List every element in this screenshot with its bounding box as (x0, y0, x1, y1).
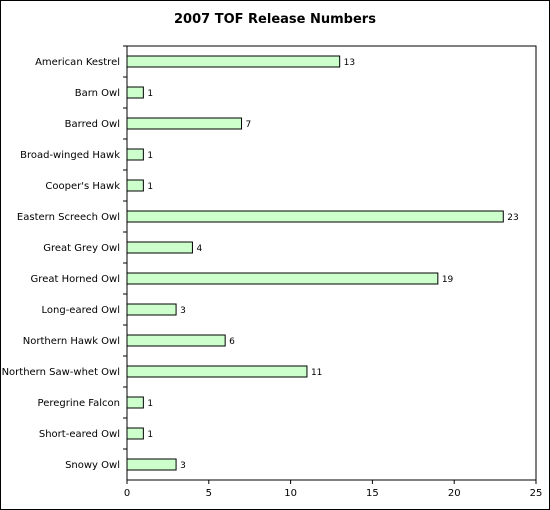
category-label: Barn Owl (75, 88, 120, 99)
category-label: Barred Owl (65, 119, 120, 130)
bar (126, 365, 308, 378)
bar (126, 303, 177, 316)
x-tick-label: 10 (284, 488, 297, 499)
bar (126, 148, 144, 161)
value-label: 1 (147, 151, 153, 161)
category-label: Great Grey Owl (43, 243, 120, 254)
value-label: 13 (344, 58, 355, 68)
x-axis: 0 5 10 15 20 25 (124, 480, 543, 499)
category-label: Cooper's Hawk (45, 181, 120, 192)
plot-area (126, 45, 537, 481)
category-label: Great Horned Owl (31, 274, 120, 285)
x-tick-label: 20 (448, 488, 461, 499)
x-tick-label: 5 (206, 488, 212, 499)
category-label: American Kestrel (35, 57, 120, 68)
category-label: Long-eared Owl (42, 305, 121, 316)
value-label: 3 (180, 461, 186, 471)
bar (126, 334, 226, 347)
value-label: 4 (196, 244, 202, 254)
bar (126, 210, 504, 223)
category-label: Eastern Screech Owl (17, 212, 120, 223)
value-label: 23 (507, 213, 518, 223)
category-labels: American Kestrel Barn Owl Barred Owl Broad-… (2, 45, 127, 471)
value-label: 19 (442, 275, 454, 285)
category-label: Snowy Owl (65, 460, 120, 471)
value-label: 1 (147, 399, 153, 409)
value-label: 1 (147, 182, 153, 192)
x-tick-label: 15 (366, 488, 379, 499)
value-label: 1 (147, 89, 153, 99)
x-tick-label: 25 (530, 488, 543, 499)
value-label: 11 (311, 368, 322, 378)
value-label: 1 (147, 430, 153, 440)
bar (126, 55, 341, 68)
bar (126, 396, 144, 409)
value-label: 7 (246, 120, 252, 130)
bar (126, 241, 193, 254)
category-label: Northern Hawk Owl (23, 336, 120, 347)
category-label: Northern Saw-whet Owl (2, 367, 120, 378)
bars (126, 55, 504, 471)
category-label: Broad-winged Hawk (20, 150, 120, 161)
bar (126, 179, 144, 192)
bar (126, 458, 177, 471)
bar (126, 117, 243, 130)
bar (126, 86, 144, 99)
bar (126, 272, 439, 285)
chart-title: 2007 TOF Release Numbers (174, 12, 376, 27)
value-label: 3 (180, 306, 186, 316)
value-label: 6 (229, 337, 235, 347)
x-tick-label: 0 (124, 488, 130, 499)
category-label: Peregrine Falcon (38, 398, 120, 409)
bar (126, 427, 144, 440)
category-label: Short-eared Owl (39, 429, 120, 440)
